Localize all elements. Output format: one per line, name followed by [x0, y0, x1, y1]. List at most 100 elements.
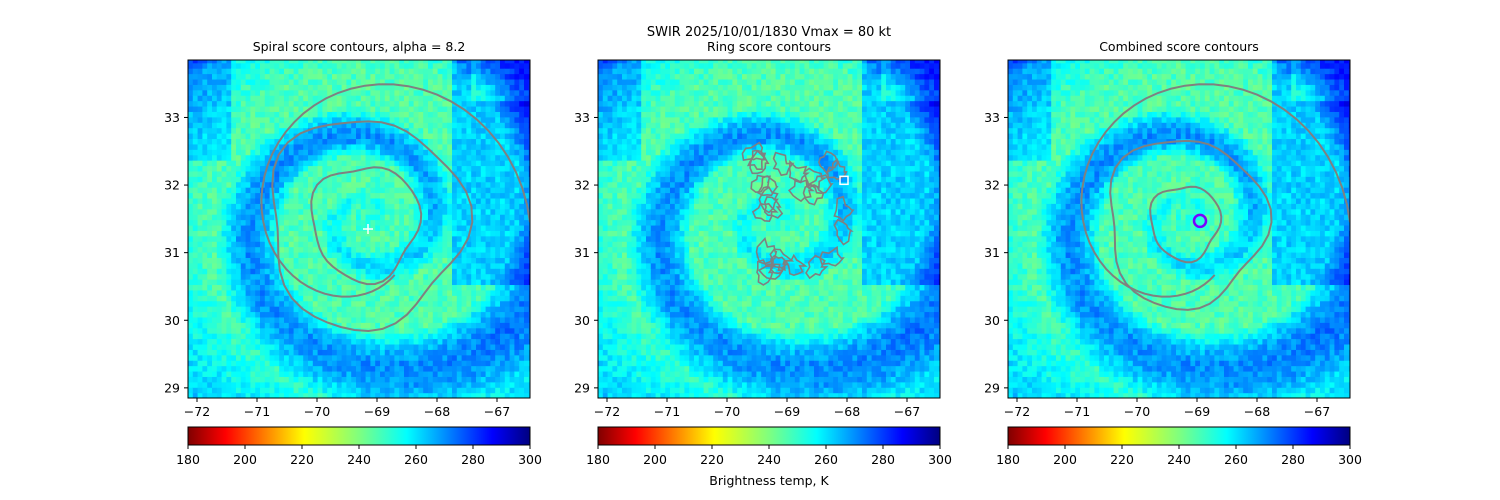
contour-blob [772, 151, 795, 177]
y-tick-label: 31 [164, 245, 180, 260]
x-tick-label: −70 [714, 404, 740, 419]
colorbar-tick-label: 180 [586, 452, 610, 467]
contour-blob [784, 253, 808, 276]
y-tick-label: 30 [164, 313, 180, 328]
y-tick-label: 29 [984, 380, 1000, 395]
contour-blob [750, 174, 772, 194]
contour-blob [818, 150, 840, 175]
contour-blob [787, 177, 816, 203]
colorbar-tick-label: 300 [928, 452, 952, 467]
contour-ring-1 [1149, 185, 1223, 264]
score-contours [741, 141, 855, 286]
colorbar [1007, 426, 1351, 446]
x-tick-label: −70 [1124, 404, 1150, 419]
contour-ring-2 [1109, 139, 1273, 311]
contour-blob [755, 237, 778, 265]
colorbar-tick-label: 180 [996, 452, 1020, 467]
y-tick-label: 31 [574, 245, 590, 260]
y-tick-label: 30 [984, 313, 1000, 328]
best-fit-marker [1192, 213, 1208, 229]
colorbar [597, 426, 941, 446]
brightness-field [188, 60, 530, 398]
colorbar-tick-label: 240 [1167, 452, 1191, 467]
colorbar-tick-label: 300 [1338, 452, 1362, 467]
best-fit-marker [363, 224, 373, 234]
x-tick-label: −69 [1184, 404, 1210, 419]
contour-blob [819, 245, 845, 267]
colorbar-tick-label: 240 [347, 452, 371, 467]
x-tick-label: −67 [894, 404, 920, 419]
x-tick-label: −72 [184, 404, 210, 419]
x-tick-label: −67 [484, 404, 510, 419]
y-tick-label: 30 [574, 313, 590, 328]
contour-blob [758, 186, 779, 214]
colorbar-tick-label: 220 [1110, 452, 1134, 467]
colorbar-tick-label: 180 [176, 452, 200, 467]
contour-spiral [260, 83, 530, 298]
colorbar-tick-label: 260 [814, 452, 838, 467]
y-tick-label: 29 [164, 380, 180, 395]
x-tick-label: −70 [304, 404, 330, 419]
x-tick-label: −71 [244, 404, 270, 419]
contour-blob [802, 184, 825, 206]
x-tick-label: −69 [774, 404, 800, 419]
colorbar-tick-label: 200 [643, 452, 667, 467]
brightness-field [1008, 60, 1350, 398]
y-tick-label: 32 [164, 178, 180, 193]
x-tick-label: −71 [1064, 404, 1090, 419]
contour-spiral [1080, 83, 1350, 298]
contour-blob [741, 141, 767, 162]
score-contours [1080, 83, 1350, 311]
contour-blob [769, 248, 795, 272]
best-fit-marker [839, 175, 849, 186]
contour-blob [833, 218, 854, 246]
panel-title: Spiral score contours, alpha = 8.2 [253, 39, 466, 54]
axes-frame [1007, 59, 1351, 399]
colorbar-tick-label: 200 [1053, 452, 1077, 467]
y-tick-label: 33 [984, 110, 1000, 125]
colorbar-tick-label: 220 [290, 452, 314, 467]
colorbar-tick-label: 220 [700, 452, 724, 467]
contour-ring-2 [271, 120, 474, 333]
x-tick-label: −72 [594, 404, 620, 419]
x-tick-label: −68 [834, 404, 860, 419]
x-tick-label: −68 [1244, 404, 1270, 419]
contour-blob [788, 159, 810, 184]
score-contours [260, 83, 530, 333]
x-tick-label: −71 [654, 404, 680, 419]
panel-title: Ring score contours [707, 39, 831, 54]
axes-frame [187, 59, 531, 399]
colorbar-tick-label: 260 [1224, 452, 1248, 467]
contour-blob [756, 175, 779, 197]
contour-blob [746, 149, 767, 170]
panel-3: Combined score contours −72 −71 −70 −69 −68 −6… [984, 39, 1362, 467]
colorbar-tick-label: 200 [233, 452, 257, 467]
y-tick-label: 33 [164, 110, 180, 125]
contour-ring-1 [310, 166, 423, 286]
x-tick-label: −67 [1304, 404, 1330, 419]
contour-blob [749, 149, 770, 175]
panel-title: Combined score contours [1099, 39, 1259, 54]
colorbar-tick-label: 280 [1281, 452, 1305, 467]
colorbar-tick-label: 240 [757, 452, 781, 467]
figure-suptitle: SWIR 2025/10/01/1830 Vmax = 80 kt [647, 25, 891, 40]
panel-1: Spiral score contours, alpha = 8.2 −72 −71… [164, 39, 542, 467]
contour-blob [751, 202, 779, 223]
x-tick-label: −69 [364, 404, 390, 419]
axes-frame [597, 59, 941, 399]
brightness-field [598, 60, 940, 398]
colorbar-tick-label: 260 [404, 452, 428, 467]
colorbar-tick-label: 280 [871, 452, 895, 467]
y-tick-label: 31 [984, 245, 1000, 260]
contour-blob [805, 254, 829, 280]
x-tick-label: −68 [424, 404, 450, 419]
y-tick-label: 32 [574, 178, 590, 193]
y-tick-label: 33 [574, 110, 590, 125]
x-tick-label: −72 [1004, 404, 1030, 419]
colorbar-tick-label: 280 [461, 452, 485, 467]
y-tick-label: 32 [984, 178, 1000, 193]
y-tick-label: 29 [574, 380, 590, 395]
contour-blob [833, 195, 855, 223]
colorbar-tick-label: 300 [518, 452, 542, 467]
